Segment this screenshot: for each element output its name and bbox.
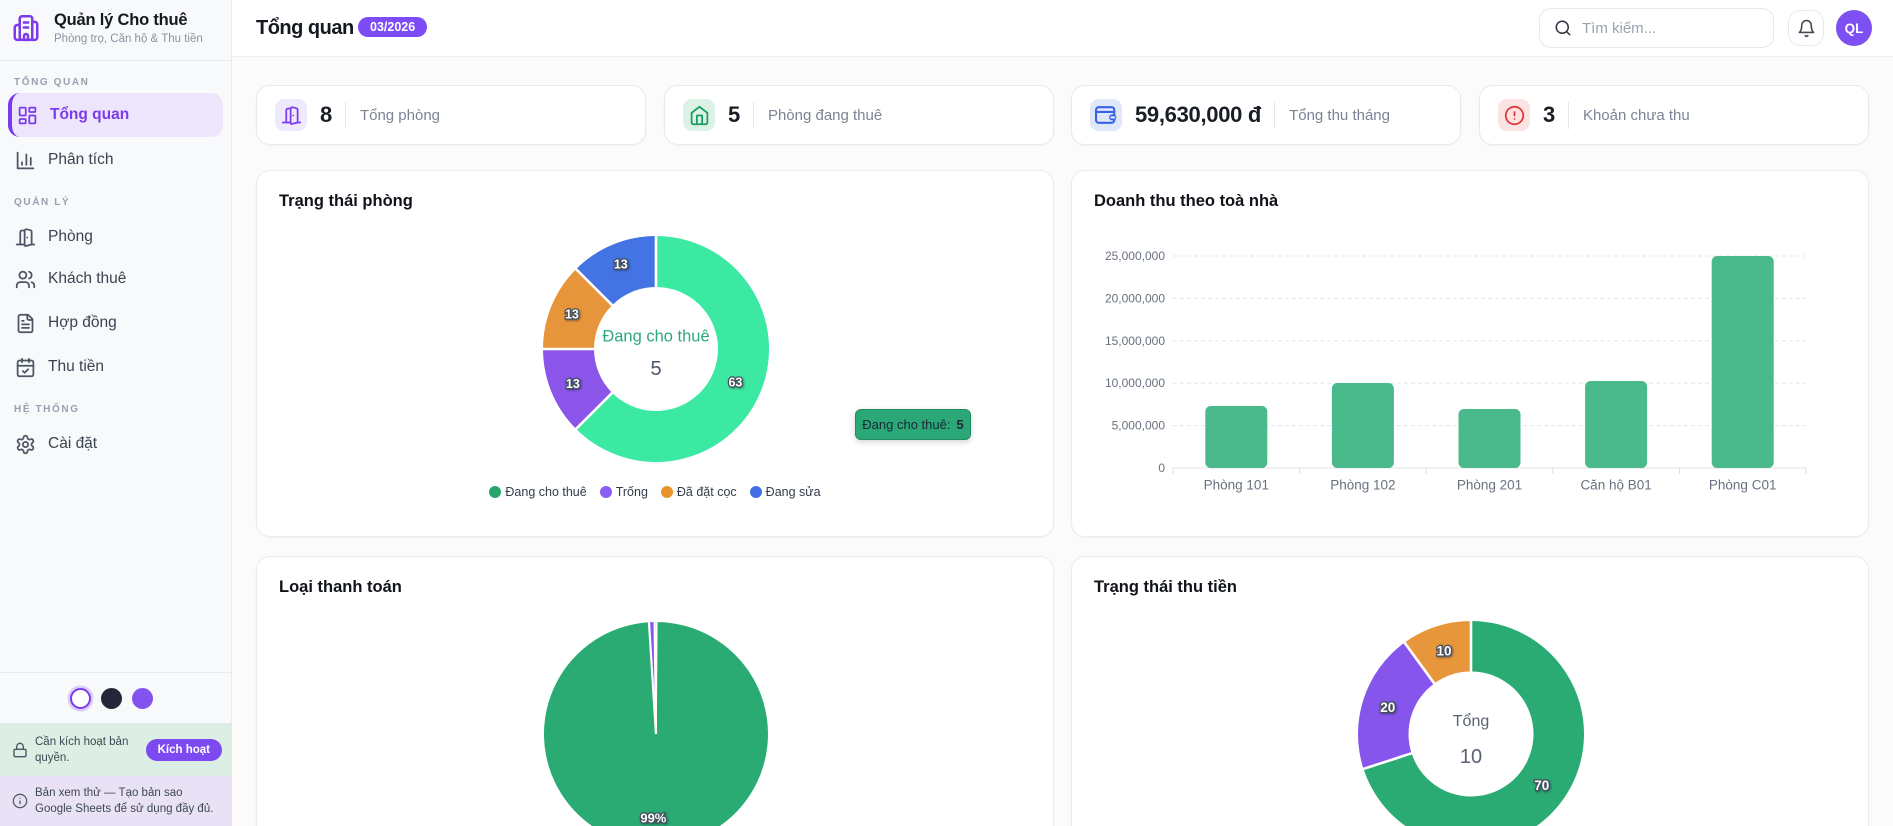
- svg-text:20,000,000: 20,000,000: [1105, 291, 1165, 305]
- svg-text:25,000,000: 25,000,000: [1105, 249, 1165, 263]
- svg-text:Phòng 102: Phòng 102: [1330, 478, 1395, 493]
- svg-text:Tổng: Tổng: [1453, 712, 1489, 730]
- svg-text:99%: 99%: [640, 811, 666, 826]
- svg-text:63: 63: [728, 375, 742, 389]
- svg-text:Phòng C01: Phòng C01: [1709, 478, 1777, 493]
- svg-text:0: 0: [1158, 461, 1165, 475]
- svg-text:10: 10: [1460, 746, 1482, 768]
- svg-text:Căn hộ B01: Căn hộ B01: [1580, 478, 1651, 493]
- svg-text:10,000,000: 10,000,000: [1105, 376, 1165, 390]
- svg-text:20: 20: [1380, 700, 1395, 715]
- svg-text:5: 5: [650, 358, 661, 380]
- svg-text:Đang cho thuê: Đang cho thuê: [602, 327, 709, 345]
- svg-text:10: 10: [1436, 644, 1451, 659]
- svg-text:5,000,000: 5,000,000: [1112, 419, 1166, 433]
- svg-text:Phòng 101: Phòng 101: [1204, 478, 1269, 493]
- svg-text:13: 13: [566, 377, 580, 391]
- svg-text:Phòng 201: Phòng 201: [1457, 478, 1522, 493]
- svg-text:13: 13: [614, 257, 628, 271]
- svg-text:15,000,000: 15,000,000: [1105, 334, 1165, 348]
- svg-text:13: 13: [565, 308, 579, 322]
- svg-text:70: 70: [1534, 778, 1549, 793]
